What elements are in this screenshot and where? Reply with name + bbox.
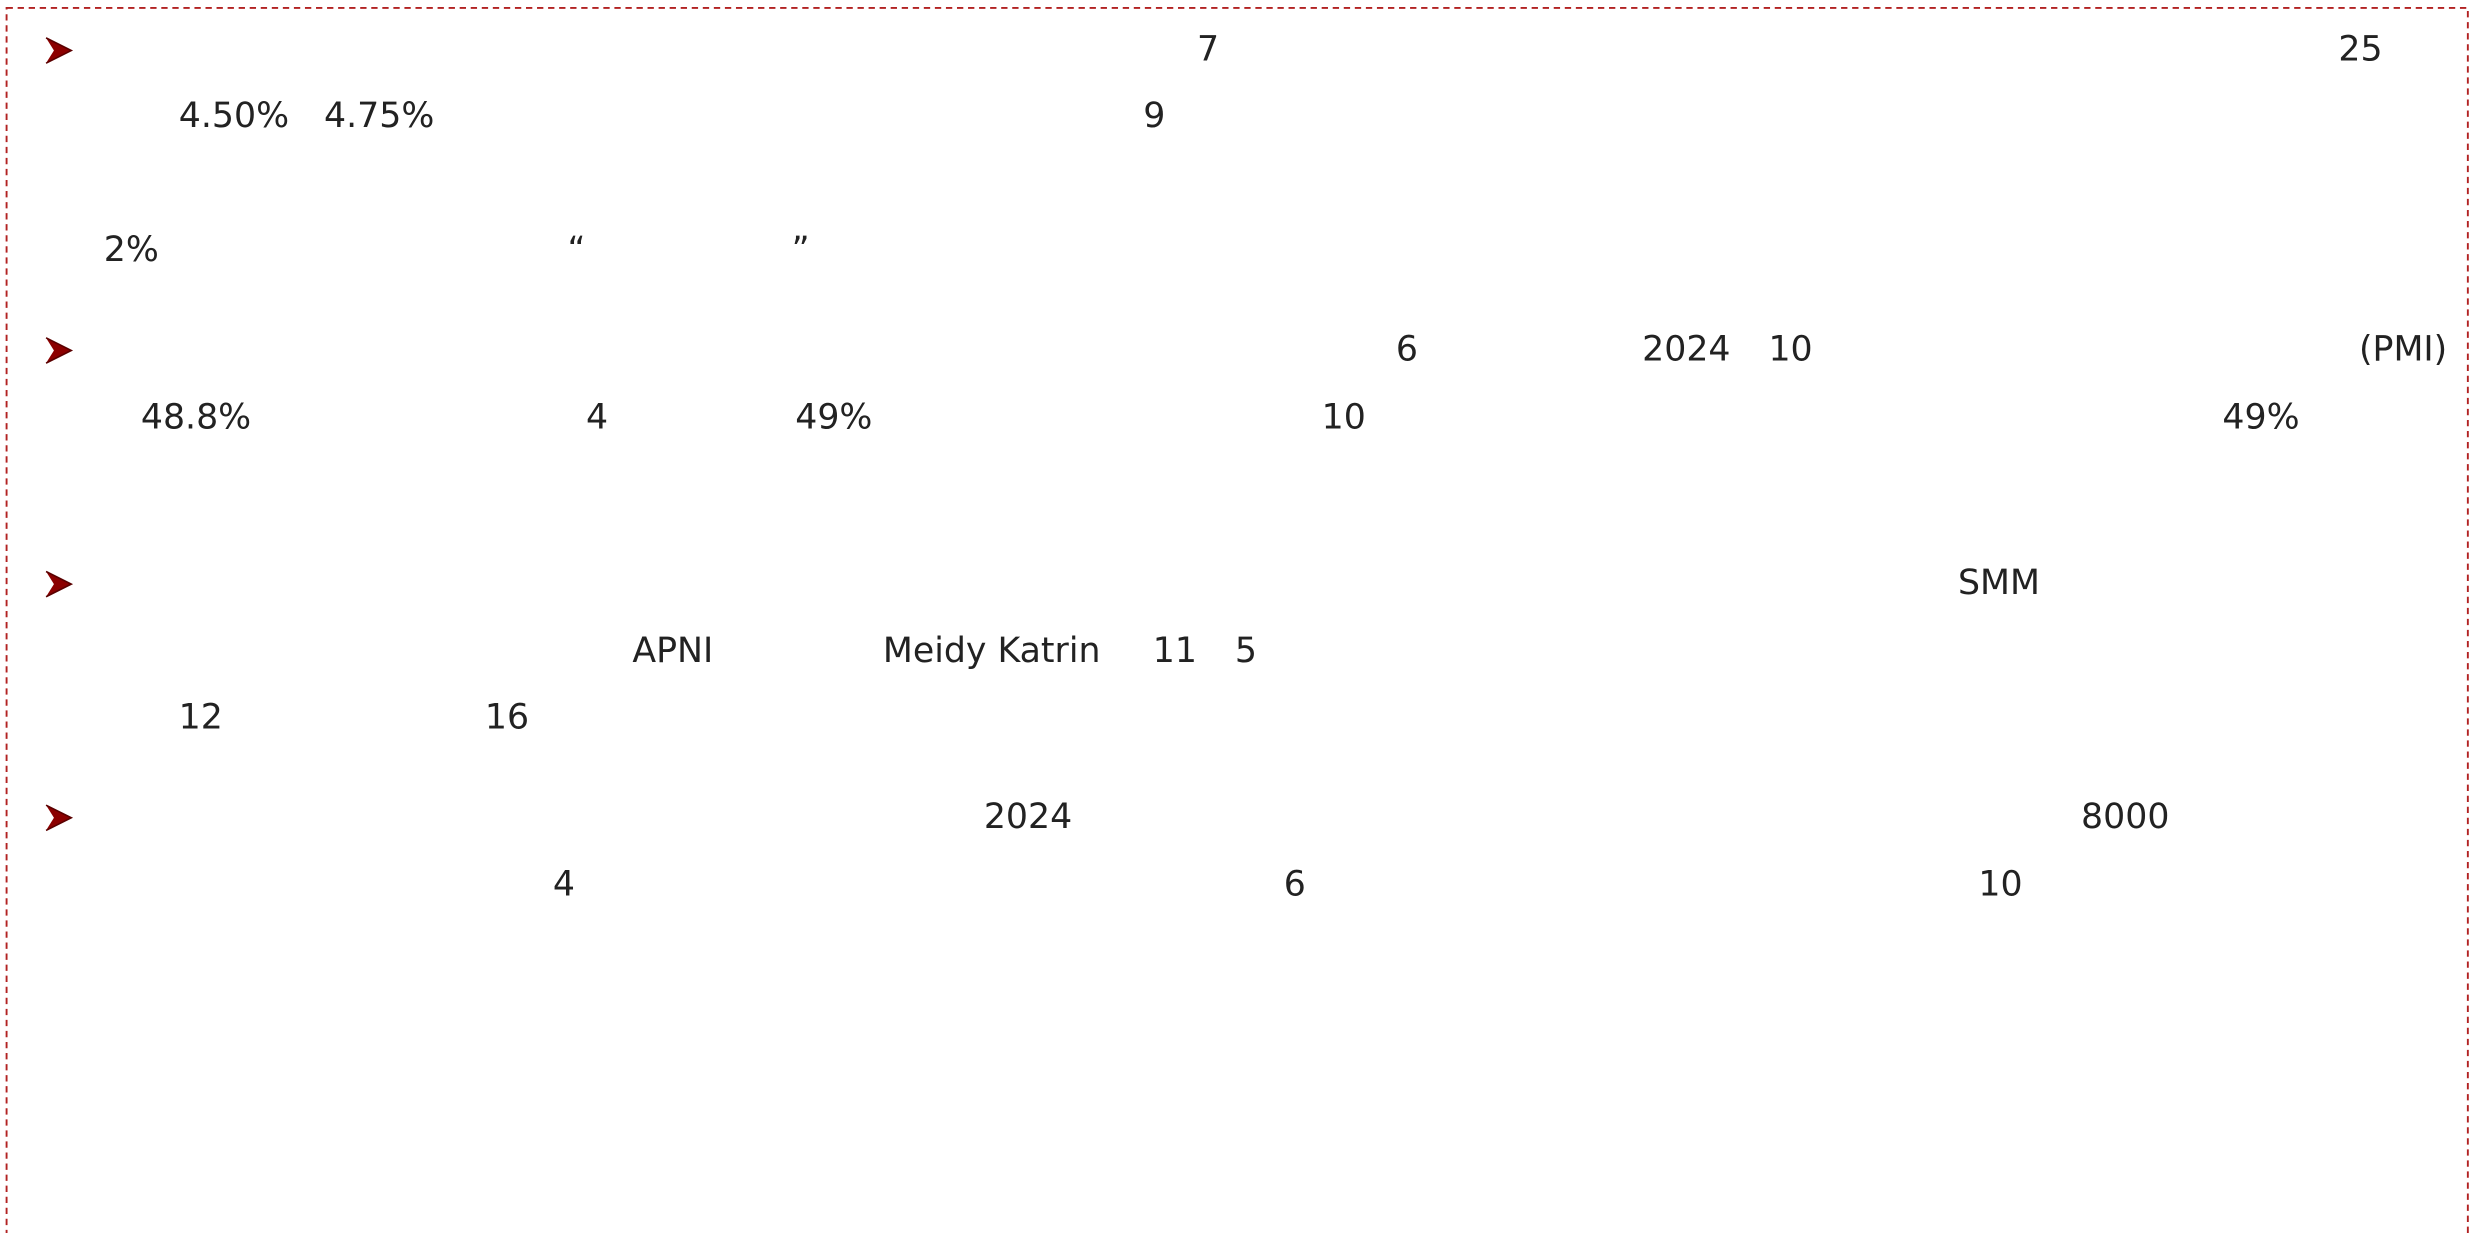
text-fragment: 2% bbox=[104, 230, 159, 270]
text-fragment: 6 bbox=[1284, 865, 1306, 905]
bullet-edge bbox=[45, 37, 74, 64]
text-fragment: 49% bbox=[2222, 397, 2299, 437]
bullet bbox=[46, 337, 72, 364]
text-fragment: 4 bbox=[553, 865, 575, 905]
bullet-edge bbox=[45, 804, 74, 832]
text-fragment: 10 bbox=[1978, 865, 2022, 905]
text-fragment: SMM bbox=[1958, 563, 2040, 603]
text-fragment: 4.75% bbox=[324, 96, 434, 136]
text-fragment: 12 bbox=[179, 697, 223, 737]
frame bbox=[5, 6, 2469, 1233]
text-fragment: 48.8% bbox=[141, 397, 251, 437]
text-fragment: “ bbox=[568, 230, 586, 270]
text-fragment: 4 bbox=[586, 397, 608, 437]
bullet-edge bbox=[45, 337, 74, 364]
text-fragment: 5 bbox=[1235, 631, 1257, 671]
text-fragment: Meidy Katrin bbox=[883, 631, 1101, 671]
text-fragment: (PMI) bbox=[2359, 329, 2447, 369]
text-fragment: 2024 bbox=[1642, 329, 1730, 369]
text-fragment: 2024 bbox=[984, 797, 1072, 837]
text-fragment: 10 bbox=[1322, 397, 1366, 437]
text-fragment: APNI bbox=[632, 631, 713, 671]
text-fragment: 9 bbox=[1143, 96, 1165, 136]
text-fragment: 49% bbox=[795, 397, 872, 437]
bullet bbox=[46, 805, 72, 831]
text-fragment: ” bbox=[792, 230, 810, 270]
text-fragment: 7 bbox=[1197, 30, 1219, 70]
text-fragment: 4.50% bbox=[179, 96, 289, 136]
text-fragment: 10 bbox=[1768, 329, 1812, 369]
bullet bbox=[46, 37, 72, 64]
bullet bbox=[46, 571, 72, 597]
text-fragment: 16 bbox=[485, 697, 529, 737]
bullet-edge bbox=[45, 570, 74, 598]
text-fragment: 8000 bbox=[2081, 797, 2169, 837]
text-fragment: 11 bbox=[1153, 631, 1197, 671]
text-fragment: 6 bbox=[1396, 329, 1418, 369]
text-fragment: 25 bbox=[2338, 30, 2382, 70]
